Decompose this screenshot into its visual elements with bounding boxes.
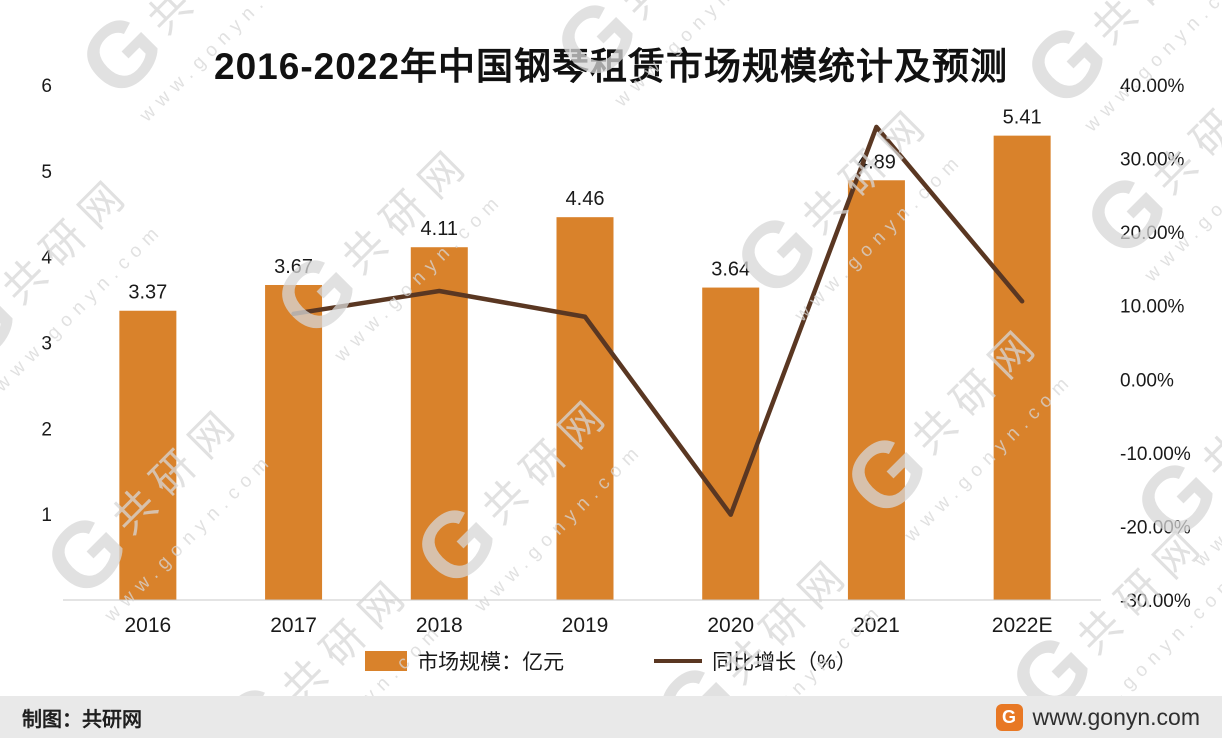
svg-text:3.64: 3.64 bbox=[711, 259, 750, 281]
credit-text: 制图：共研网 bbox=[22, 708, 142, 731]
svg-text:2021: 2021 bbox=[853, 614, 900, 637]
combo-bar-line-chart: 3.37 2016 3.67 2017 4.11 2018 4.46 2019 3.64 2020… bbox=[41, 76, 1191, 637]
site-url: www.gonyn.com bbox=[1032, 703, 1200, 730]
svg-text:3: 3 bbox=[41, 334, 52, 355]
svg-text:-10.00%: -10.00% bbox=[1120, 444, 1191, 465]
svg-text:3.67: 3.67 bbox=[274, 256, 313, 278]
bar-2022E bbox=[993, 135, 1051, 600]
bar-2017 bbox=[265, 284, 323, 600]
bar-2019 bbox=[556, 217, 614, 600]
svg-text:2020: 2020 bbox=[707, 614, 754, 637]
svg-text:4.11: 4.11 bbox=[421, 218, 458, 240]
svg-text:4: 4 bbox=[41, 248, 52, 269]
svg-text:1: 1 bbox=[41, 505, 52, 526]
legend-label-yoy-growth: 同比增长（%） bbox=[712, 651, 857, 674]
svg-text:2022E: 2022E bbox=[992, 614, 1053, 637]
svg-text:2019: 2019 bbox=[562, 614, 609, 637]
svg-text:4.46: 4.46 bbox=[566, 188, 605, 210]
bar-2020 bbox=[702, 287, 760, 600]
legend-item-yoy-growth: 同比增长（%） bbox=[654, 646, 857, 676]
svg-text:-20.00%: -20.00% bbox=[1120, 517, 1191, 538]
svg-text:20.00%: 20.00% bbox=[1120, 223, 1185, 244]
chart-legend: 市场规模：亿元 同比增长（%） bbox=[0, 646, 1222, 676]
svg-text:30.00%: 30.00% bbox=[1120, 150, 1185, 171]
legend-item-market-size: 市场规模：亿元 bbox=[365, 646, 564, 676]
bar-2016 bbox=[119, 310, 177, 600]
svg-text:2018: 2018 bbox=[416, 614, 463, 637]
bar-series-swatch-icon bbox=[365, 651, 408, 671]
line-series-swatch-icon bbox=[654, 659, 703, 663]
site-link[interactable]: G www.gonyn.com bbox=[995, 703, 1200, 731]
chart-title: 2016-2022年中国钢琴租赁市场规模统计及预测 bbox=[214, 46, 1008, 87]
legend-label-market-size: 市场规模：亿元 bbox=[417, 651, 565, 674]
svg-text:5: 5 bbox=[41, 162, 52, 183]
svg-text:6: 6 bbox=[41, 76, 52, 97]
svg-text:5.41: 5.41 bbox=[1003, 107, 1042, 129]
svg-text:3.37: 3.37 bbox=[128, 282, 167, 304]
gonyn-logo-icon: G bbox=[995, 703, 1023, 731]
svg-text:2017: 2017 bbox=[270, 614, 317, 637]
yoy-growth-line bbox=[291, 124, 1025, 517]
bar-2021 bbox=[847, 180, 905, 600]
svg-text:-30.00%: -30.00% bbox=[1120, 591, 1191, 612]
svg-text:0.00%: 0.00% bbox=[1120, 370, 1174, 391]
svg-text:2: 2 bbox=[41, 419, 52, 440]
footer-bar: 制图：共研网 G www.gonyn.com bbox=[0, 696, 1222, 738]
bar-2018 bbox=[410, 247, 468, 600]
svg-text:2016: 2016 bbox=[124, 614, 171, 637]
svg-text:40.00%: 40.00% bbox=[1120, 76, 1185, 97]
svg-text:10.00%: 10.00% bbox=[1120, 297, 1185, 318]
